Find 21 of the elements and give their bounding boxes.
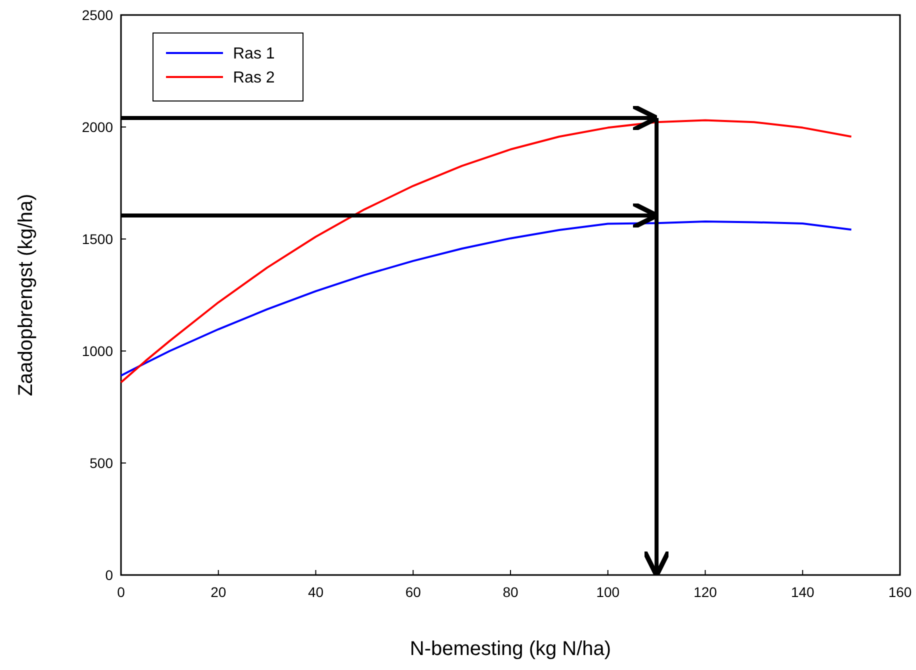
- y-tick-label: 500: [90, 454, 114, 471]
- x-tick-label: 60: [405, 584, 422, 600]
- x-tick-label: 80: [502, 584, 518, 600]
- y-tick-label: 2500: [82, 6, 114, 23]
- x-axis-title: N-bemesting (kg N/ha): [410, 638, 612, 660]
- x-tick-label: 100: [596, 584, 620, 600]
- y-axis-title: Zaadopbrengst (kg/ha): [15, 194, 37, 396]
- x-tick-label: 160: [888, 584, 912, 600]
- legend-label: Ras 2: [233, 70, 275, 87]
- x-tick-label: 40: [308, 584, 324, 600]
- y-tick-label: 1500: [82, 230, 114, 247]
- y-tick-label: 0: [105, 566, 114, 583]
- legend-label: Ras 1: [233, 46, 275, 63]
- y-tick-label: 1000: [82, 342, 114, 359]
- x-tick-label: 120: [694, 584, 718, 600]
- x-tick-label: 20: [210, 584, 226, 600]
- y-tick-label: 2000: [82, 118, 114, 135]
- x-tick-label: 0: [117, 584, 126, 600]
- line-series: [120, 119, 852, 384]
- line-series: [120, 220, 852, 377]
- x-tick-label: 140: [790, 584, 815, 600]
